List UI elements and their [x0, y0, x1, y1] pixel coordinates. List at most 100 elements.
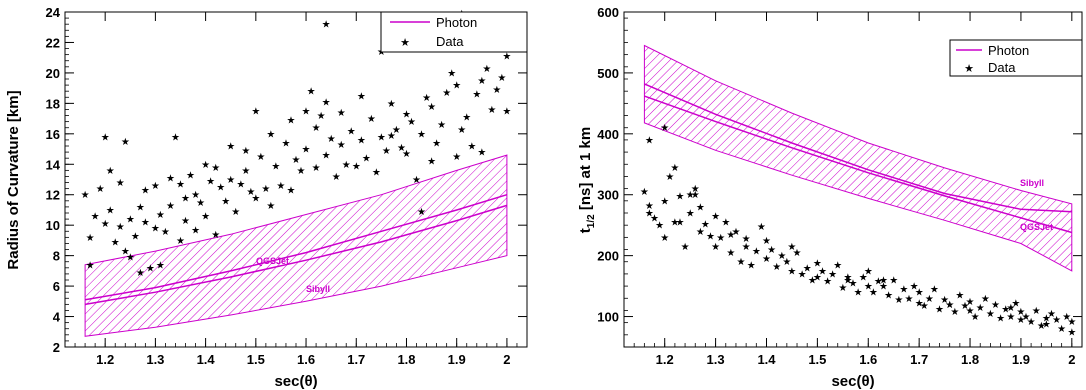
y-tick-label: 14: [46, 157, 61, 172]
data-point: ★: [1042, 319, 1051, 330]
y-axis-title-sub: 1/2: [586, 214, 597, 228]
data-point: ★: [1042, 313, 1051, 324]
data-point: ★: [757, 222, 766, 233]
data-point: ★: [302, 145, 311, 156]
legend-data-label: Data: [436, 34, 464, 49]
data-point: ★: [711, 212, 720, 223]
data-point: ★: [1006, 312, 1015, 323]
data-point: ★: [367, 114, 376, 125]
x-tick-label: 1.8: [397, 352, 415, 367]
axes: 1.2 1.3 1.4 1.5 1.6 1.7 1.8 1.9 2246810121416182…: [46, 5, 528, 367]
x-tick-label: 1.5: [247, 352, 265, 367]
panel-radius-of-curvature: ★★★★★★★★★★★★★★★★★★★★★★★★★★★★★★★★★★★★★★★★…: [5, 5, 528, 390]
data-point: ★: [920, 301, 929, 312]
data-point: ★: [322, 97, 331, 108]
data-point: ★: [813, 258, 822, 269]
y-tick-label: 18: [46, 96, 60, 111]
legend: Photon ★ Data: [949, 39, 1083, 77]
data-point: ★: [879, 282, 888, 293]
legend-data-marker: ★: [400, 37, 410, 49]
data-point: ★: [261, 184, 270, 195]
data-point: ★: [467, 142, 476, 153]
data-point: ★: [899, 285, 908, 296]
data-point: ★: [407, 117, 416, 128]
data-point: ★: [211, 163, 220, 174]
data-point: ★: [925, 294, 934, 305]
data-point: ★: [141, 218, 150, 229]
data-point: ★: [665, 172, 674, 183]
data-point: ★: [676, 218, 685, 229]
data-point: ★: [241, 166, 250, 177]
data-point: ★: [696, 202, 705, 213]
data-point: ★: [377, 132, 386, 143]
data-point: ★: [670, 218, 679, 229]
data-point: ★: [691, 190, 700, 201]
data-point: ★: [171, 132, 180, 143]
data-point: ★: [1057, 324, 1066, 335]
data-point: ★: [762, 254, 771, 265]
data-point: ★: [196, 198, 205, 209]
y-tick-label: 24: [46, 5, 61, 20]
data-point: ★: [706, 232, 715, 243]
data-point: ★: [266, 129, 275, 140]
data-point: ★: [686, 190, 695, 201]
data-point: ★: [236, 180, 245, 191]
data-point: ★: [156, 210, 165, 221]
data-point: ★: [256, 152, 265, 163]
data-point: ★: [447, 68, 456, 79]
photon-band: [643, 44, 1073, 272]
data-point: ★: [136, 202, 145, 213]
data-point: ★: [1022, 312, 1031, 323]
data-point: ★: [101, 132, 110, 143]
data-point: ★: [457, 125, 466, 136]
legend-photon-label: Photon: [436, 15, 477, 30]
data-point: ★: [1016, 315, 1025, 326]
legend-photon-label: Photon: [988, 43, 1029, 58]
data-point: ★: [442, 88, 451, 99]
data-point: ★: [813, 273, 822, 284]
data-point: ★: [377, 47, 386, 58]
x-tick-label: 2: [1068, 352, 1075, 367]
data-point: ★: [417, 129, 426, 140]
data-point: ★: [864, 266, 873, 277]
data-point: ★: [793, 248, 802, 259]
data-point: ★: [859, 273, 868, 284]
data-point: ★: [742, 234, 751, 245]
data-point: ★: [226, 175, 235, 186]
x-tick-label: 1.9: [1012, 352, 1030, 367]
data-point: ★: [966, 306, 975, 317]
data-point: ★: [166, 201, 175, 212]
data-point: ★: [211, 230, 220, 241]
data-point: ★: [1027, 317, 1036, 328]
data-point: ★: [492, 85, 501, 96]
photon-band-area: [84, 154, 508, 337]
data-point: ★: [742, 242, 751, 253]
legend-data-marker: ★: [964, 63, 974, 75]
data-point: ★: [387, 99, 396, 110]
data-point: ★: [645, 201, 654, 212]
data-point: ★: [737, 257, 746, 268]
data-point: ★: [762, 236, 771, 247]
data-point: ★: [930, 285, 939, 296]
y-tick-label: 12: [46, 188, 60, 203]
y-tick-label: 400: [597, 127, 619, 142]
data-point: ★: [312, 123, 321, 134]
data-point: ★: [879, 276, 888, 287]
data-point: ★: [221, 196, 230, 207]
data-point: ★: [884, 291, 893, 302]
data-point: ★: [787, 266, 796, 277]
data-point: ★: [1037, 321, 1046, 332]
data-point: ★: [502, 107, 511, 118]
data-point: ★: [640, 187, 649, 198]
data-point: ★: [86, 260, 95, 271]
line-qgsjet: [644, 95, 1073, 234]
x-tick-label: 1.8: [961, 352, 979, 367]
x-tick-label: 1.6: [297, 352, 315, 367]
y-axis-title-t: t: [577, 228, 594, 233]
data-point: ★: [86, 233, 95, 244]
data-point: ★: [287, 186, 296, 197]
data-point: ★: [146, 263, 155, 274]
x-tick-label: 1.6: [859, 352, 877, 367]
data-point: ★: [823, 277, 832, 288]
data-point: ★: [889, 276, 898, 287]
